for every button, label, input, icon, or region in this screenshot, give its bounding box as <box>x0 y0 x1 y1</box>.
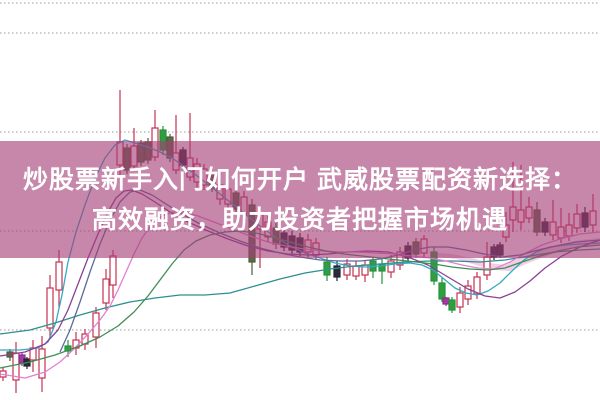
promo-banner: 炒股票新手入门如何开户 武威股票配资新选择： 高效融资，助力投资者把握市场机遇 <box>0 141 600 258</box>
candle-body-red <box>352 265 360 277</box>
candle-body-red <box>46 287 54 329</box>
candle-body-red <box>38 348 46 379</box>
candle-body-red <box>483 256 491 276</box>
promo-banner-line2: 高效融资，助力投资者把握市场机遇 <box>91 205 508 234</box>
ma-teal-long <box>0 248 600 335</box>
candle-body-red <box>55 261 63 291</box>
candle-body-green <box>448 299 456 311</box>
candle-body-red <box>343 263 351 276</box>
candle-body-red <box>473 276 481 295</box>
candle-body-red <box>109 255 117 286</box>
candle-body-red <box>456 292 464 308</box>
candle-body-red <box>387 260 395 273</box>
promo-banner-line1: 炒股票新手入门如何开户 武威股票配资新选择： <box>23 165 577 194</box>
candle-body-red <box>102 278 110 304</box>
candle-body-green <box>438 282 446 300</box>
candle-body-dark <box>333 265 341 278</box>
candle-body-magenta <box>442 297 450 305</box>
